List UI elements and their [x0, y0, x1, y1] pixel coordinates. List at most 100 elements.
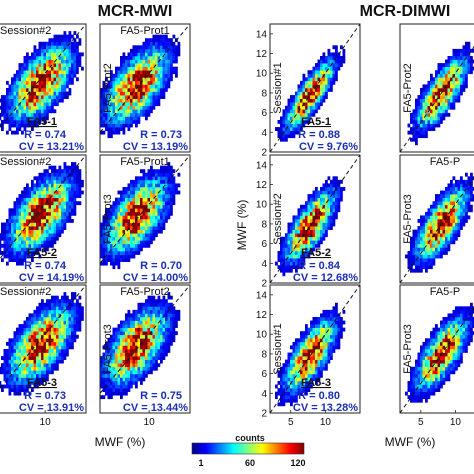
heatmap-cell [53, 226, 57, 230]
heatmap-cell [412, 236, 416, 241]
heatmap-cell [13, 233, 17, 238]
heatmap-cell [167, 84, 171, 89]
heatmap-cell [320, 56, 323, 60]
y-tick-label: 12 [256, 180, 268, 191]
heatmap-cell [81, 190, 84, 195]
heatmap-cell [46, 229, 49, 234]
heatmap-cell [300, 204, 303, 209]
heatmap-cell [28, 313, 32, 318]
title-right: MCR-DIMWI [360, 3, 451, 20]
heatmap-cell [33, 109, 37, 114]
heatmap-cell [142, 226, 146, 230]
heatmap-cell [11, 98, 14, 103]
heatmap-cell [61, 183, 64, 188]
heatmap-cell [465, 197, 468, 202]
heatmap-cell [58, 341, 62, 346]
heatmap-cell [127, 98, 131, 103]
y-tick-label: 4 [261, 259, 267, 270]
heatmap-cell [110, 388, 113, 392]
heatmap-cell [18, 112, 22, 117]
heatmap-cell [297, 229, 301, 234]
heatmap-cell [430, 98, 433, 103]
heatmap-cell [157, 215, 161, 220]
heatmap-cell [282, 268, 286, 273]
heatmap-cell [41, 356, 44, 360]
heatmap-cell [31, 116, 34, 121]
heatmap-cell [160, 88, 163, 92]
heatmap-cell [61, 45, 64, 50]
heatmap-cell [41, 52, 44, 57]
heatmap-cell [305, 105, 308, 110]
heatmap-cell [157, 295, 161, 300]
panel-y-label: Session#1 [272, 62, 284, 113]
heatmap-cell [145, 331, 148, 336]
panel-frame [269, 154, 361, 284]
heatmap-cell [437, 226, 441, 230]
heatmap-cell [150, 52, 153, 57]
cv-value: CV = 14.00% [123, 272, 188, 284]
heatmap-cell [292, 236, 296, 241]
heatmap-cell [327, 190, 331, 195]
heatmap-cell [162, 169, 166, 174]
heatmap-cell [437, 240, 441, 245]
heatmap-cell [110, 377, 113, 382]
heatmap-cell [140, 56, 143, 60]
heatmap-cell [135, 233, 138, 238]
heatmap-cell [112, 88, 116, 92]
heatmap-cell [322, 95, 326, 99]
heatmap-cell [147, 169, 151, 174]
heatmap-cell [43, 208, 47, 213]
heatmap-cell [152, 359, 156, 364]
heatmap-cell [23, 331, 27, 336]
heatmap-cell [130, 70, 133, 75]
heatmap-cell [58, 208, 62, 213]
heatmap-cell [41, 77, 44, 82]
heatmap-cell [155, 77, 158, 82]
heatmap-cell [162, 34, 166, 39]
heatmap-cell [76, 66, 79, 71]
heatmap-cell [46, 91, 49, 96]
heatmap-cell [46, 95, 49, 99]
heatmap-cell [125, 219, 128, 223]
heatmap-cell [125, 109, 128, 114]
heatmap-cell [422, 215, 426, 220]
heatmap-cell [327, 204, 331, 209]
heatmap-cell [142, 95, 146, 99]
heatmap-cell [58, 320, 62, 325]
heatmap-cell [26, 388, 29, 392]
heatmap-cell [33, 77, 37, 82]
heatmap-cell [437, 197, 441, 202]
heatmap-cell [430, 265, 433, 270]
heatmap-cell [332, 208, 336, 213]
heatmap-cell [13, 215, 17, 220]
heatmap-cell [425, 127, 428, 131]
heatmap-cell [18, 88, 22, 92]
heatmap-cell [18, 261, 22, 266]
heatmap-cell [53, 363, 57, 368]
heatmap-cell [332, 201, 336, 206]
heatmap-cell [18, 109, 22, 114]
heatmap-cell [155, 352, 158, 357]
heatmap-cell [432, 208, 436, 213]
heatmap-cell [280, 116, 283, 121]
heatmap-cell [285, 268, 288, 273]
heatmap-cell [115, 211, 118, 216]
heatmap-cell [292, 254, 296, 259]
heatmap-cell [157, 352, 161, 357]
heatmap-cell [36, 327, 39, 332]
heatmap-cell [28, 120, 32, 124]
heatmap-cell [132, 120, 136, 124]
heatmap-cell [58, 327, 62, 332]
heatmap-cell [122, 91, 126, 96]
heatmap-cell [127, 190, 131, 195]
heatmap-cell [275, 127, 278, 131]
heatmap-cell [132, 327, 136, 332]
heatmap-cell [48, 204, 52, 209]
heatmap-cell [307, 95, 311, 99]
heatmap-cell [115, 251, 118, 255]
heatmap-cell [33, 63, 37, 67]
heatmap-cell [6, 236, 9, 241]
heatmap-cell [66, 341, 69, 346]
heatmap-cell [33, 356, 37, 360]
heatmap-cell [78, 63, 82, 67]
